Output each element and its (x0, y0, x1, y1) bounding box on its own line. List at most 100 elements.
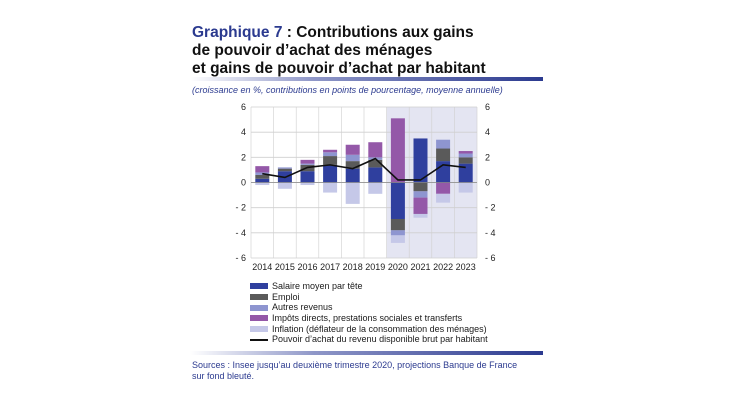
x-tick-label: 2020 (388, 262, 408, 272)
bar-segment (368, 167, 383, 183)
legend-label: Emploi (272, 291, 300, 302)
bar-segment (300, 182, 315, 186)
bar-segment (436, 148, 451, 162)
legend-swatch (250, 304, 268, 311)
bar-segment (345, 144, 360, 155)
y-tick-label-right: 0 (485, 178, 490, 188)
sources-rule (190, 351, 543, 355)
bar-segment (458, 182, 473, 193)
legend-item: Pouvoir d’achat du revenu disponible bru… (250, 334, 488, 345)
y-tick-label-right: - 2 (485, 203, 496, 213)
bar-segment (255, 182, 270, 186)
bar-segment (390, 235, 405, 243)
bar-segment (413, 213, 428, 218)
sources-line-1: Sources : Insee jusqu’au deuxième trimes… (192, 360, 518, 370)
bar-segment (413, 182, 428, 192)
y-tick-label-right: 4 (485, 127, 490, 137)
bar-segment (255, 174, 270, 179)
bar-segment (436, 139, 451, 149)
legend-label: Salaire moyen par tête (272, 281, 363, 291)
legend-swatch (250, 315, 268, 322)
chart-subtitle: (croissance en %, contributions en point… (192, 85, 503, 95)
bar-segment (368, 142, 383, 158)
bar-segment (300, 163, 315, 165)
y-tick-label-left: 2 (241, 152, 246, 162)
bar-segment (323, 156, 338, 165)
bar-segment (323, 164, 338, 183)
bar-segment (436, 182, 451, 194)
bar-segment (390, 118, 405, 183)
legend-item: Impôts directs, prestations sociales et … (250, 313, 488, 324)
title-line-1-text: : Contributions aux gains (282, 24, 474, 41)
bar-segment (323, 152, 338, 157)
x-tick-label: 2015 (275, 262, 295, 272)
legend-swatch (250, 326, 268, 333)
title-prefix: Graphique 7 (192, 24, 283, 41)
bar-segment (277, 167, 292, 169)
bar-segment (368, 182, 383, 194)
bar-segment (368, 159, 383, 168)
bar-segment (390, 218, 405, 231)
bar-segment (458, 151, 473, 154)
legend-swatch (250, 294, 268, 301)
y-tick-label-right: 6 (485, 102, 490, 112)
bar-segment (436, 193, 451, 203)
x-tick-label: 2017 (320, 262, 340, 272)
bar-segment (413, 197, 428, 214)
line-series (262, 157, 466, 181)
bar-segment (390, 182, 405, 219)
bar-segment (255, 178, 270, 183)
y-tick-label-right: 2 (485, 152, 490, 162)
bar-segment (345, 168, 360, 183)
x-tick-label: 2023 (456, 262, 476, 272)
bar-segment (345, 154, 360, 162)
legend-label: Autres revenus (272, 302, 333, 313)
y-tick-label-right: - 4 (485, 228, 496, 238)
bar-segment (277, 182, 292, 189)
bar-segment (345, 182, 360, 204)
legend-label: Impôts directs, prestations sociales et … (272, 313, 463, 324)
bar-segment (413, 191, 428, 198)
sources-note: Sources : Insee jusqu’au deuxième trimes… (192, 360, 552, 382)
chart-legend: Salaire moyen par tête Emploi Autres reven… (250, 281, 488, 345)
bar-segment (255, 166, 270, 173)
legend-label: Inflation (déflateur de la consommation … (272, 323, 487, 334)
title-line-3: et gains de pouvoir d’achat par habitant (192, 60, 486, 77)
y-tick-label-left: 4 (241, 127, 246, 137)
y-tick-label-left: - 4 (235, 228, 246, 238)
legend-swatch (250, 283, 268, 290)
x-tick-label: 2022 (433, 262, 453, 272)
bar-segment (323, 149, 338, 153)
bar-segment (323, 182, 338, 193)
legend-swatch (250, 338, 268, 341)
x-tick-label: 2019 (365, 262, 385, 272)
title-line-1: Graphique 7 : Contributions aux gains (192, 24, 542, 42)
x-tick-label: 2018 (343, 262, 363, 272)
legend-item: Autres revenus (250, 302, 488, 313)
y-tick-label-left: 0 (241, 178, 246, 188)
sources-line-2: sur fond bleuté. (192, 371, 255, 381)
legend-item: Salaire moyen par tête (250, 281, 488, 292)
bar-segment (300, 171, 315, 183)
bar-segment (345, 161, 360, 169)
y-tick-label-left: - 2 (235, 203, 246, 213)
chart-title: Graphique 7 : Contributions aux gains de… (192, 24, 542, 78)
y-tick-label-left: - 6 (235, 253, 246, 263)
bar-segment (300, 159, 315, 164)
title-line-2: de pouvoir d’achat des ménages (192, 42, 433, 59)
bar-segment (458, 157, 473, 164)
y-tick-label-right: - 6 (485, 253, 496, 263)
legend-item: Emploi (250, 292, 488, 303)
x-tick-label: 2016 (297, 262, 317, 272)
x-tick-label: 2021 (410, 262, 430, 272)
bar-segment (413, 138, 428, 183)
legend-label: Pouvoir d’achat du revenu disponible bru… (272, 334, 488, 345)
bar-segment (277, 168, 292, 172)
bar-segment (458, 153, 473, 158)
y-tick-label-left: 6 (241, 102, 246, 112)
bar-segment (390, 230, 405, 236)
bar-segment (458, 163, 473, 183)
x-tick-label: 2014 (252, 262, 272, 272)
legend-item: Inflation (déflateur de la consommation … (250, 324, 488, 335)
